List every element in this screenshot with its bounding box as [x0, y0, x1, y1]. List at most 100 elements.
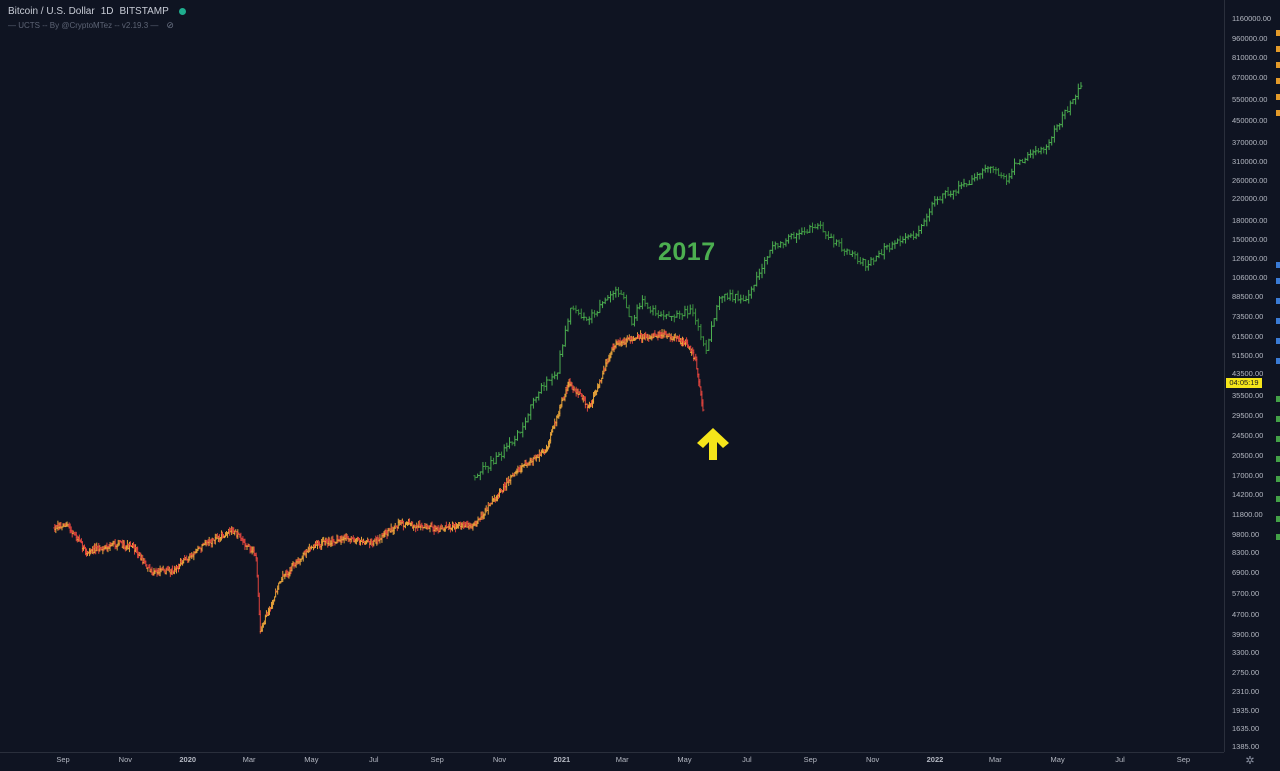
fractal-2017-candle — [1031, 149, 1035, 159]
fractal-2017-candle — [970, 175, 974, 185]
time-tick-label: Sep — [1176, 755, 1191, 764]
fractal-2017-candle — [896, 238, 900, 244]
fractal-2017-candle — [603, 297, 607, 305]
fractal-2017-candle — [585, 316, 589, 322]
fractal-2017-candle — [983, 164, 987, 173]
fractal-2017-candle — [566, 318, 570, 332]
fractal-2017-candle — [640, 295, 644, 310]
fractal-2017-candle — [1055, 124, 1059, 133]
price-tick-label: 810000.00 — [1232, 52, 1268, 62]
fractal-2017-candle — [1005, 174, 1009, 185]
price-axis[interactable] — [1224, 0, 1280, 752]
eye-off-icon[interactable]: ⊘ — [166, 19, 174, 30]
fractal-2017-candle — [707, 338, 711, 351]
fractal-2017-candle — [904, 233, 908, 244]
fractal-2017-candle — [747, 289, 751, 304]
price-tick-label: 150000.00 — [1232, 235, 1268, 245]
price-tick-label: 450000.00 — [1232, 116, 1268, 126]
price-tick-label: 8300.00 — [1232, 548, 1260, 558]
fractal-2017-candle — [1068, 100, 1072, 116]
fractal-2017-candle — [547, 379, 551, 381]
fractal-2017-candle — [476, 473, 480, 478]
fractal-2017-candle — [654, 305, 658, 317]
fractal-2017-candle — [1044, 144, 1048, 155]
fractal-2017-candle — [848, 249, 852, 256]
symbol-header[interactable]: Bitcoin / U.S. Dollar 1D BITSTAMP — [8, 4, 186, 18]
price-tick-label: 550000.00 — [1232, 94, 1268, 104]
fractal-2017-candle — [500, 451, 504, 461]
price-tick-label: 960000.00 — [1232, 34, 1268, 44]
price-tick-label: 2310.00 — [1232, 686, 1260, 696]
fractal-2017-candle — [975, 172, 979, 181]
fractal-2017-candle — [473, 475, 477, 481]
fractal-2017-candle — [829, 233, 833, 239]
price-tick-label: 220000.00 — [1232, 193, 1268, 203]
price-tick-label: 180000.00 — [1232, 215, 1268, 225]
fractal-2017-candle — [593, 310, 597, 318]
fractal-2017-candle — [720, 295, 724, 304]
time-tick-label: Sep — [56, 755, 70, 764]
alert-marker — [1276, 534, 1280, 540]
fractal-2017-candle — [632, 314, 636, 327]
price-tick-label: 43500.00 — [1232, 369, 1264, 379]
symbol-name[interactable]: Bitcoin / U.S. Dollar — [8, 5, 95, 17]
fractal-2017-candle — [967, 180, 971, 186]
alert-marker — [1276, 62, 1280, 68]
fractal-2017-candle — [542, 382, 546, 391]
fractal-2017-candle — [646, 302, 650, 310]
fractal-2017-candle — [619, 290, 623, 295]
fractal-2017-candle — [989, 166, 993, 174]
fractal-2017-candle — [933, 196, 937, 207]
price-tick-label: 3900.00 — [1232, 630, 1260, 640]
fractal-2017-candle — [505, 442, 509, 452]
fractal-2017-candle — [893, 240, 897, 249]
fractal-2017-candle — [651, 305, 655, 316]
fractal-2017-candle — [776, 243, 780, 249]
indicator-label[interactable]: — UCTS -- By @CryptoMTez -- v2.19.3 — — [8, 20, 159, 30]
interval-label[interactable]: 1D — [100, 5, 114, 17]
fractal-2017-candle — [973, 173, 977, 182]
fractal-2017-candle — [601, 301, 605, 309]
alert-marker — [1276, 436, 1280, 442]
fractal-2017-candle — [837, 239, 841, 247]
fractal-2017-candle — [1042, 146, 1046, 154]
fractal-2017-candle — [739, 294, 743, 304]
fractal-2017-candle — [938, 196, 942, 201]
price-tick-label: 88500.00 — [1232, 292, 1264, 302]
time-axis[interactable] — [0, 752, 1224, 771]
fractal-2017-candle — [800, 227, 804, 235]
fractal-2017-candle — [821, 222, 825, 233]
fractal-2017-candle — [712, 318, 716, 327]
fractal-2017-candle — [574, 305, 578, 314]
time-tick-label: Nov — [865, 755, 880, 764]
fractal-2017-candle — [962, 178, 966, 188]
fractal-2017-candle — [787, 234, 791, 244]
fractal-2017-candle — [587, 316, 591, 325]
fractal-2017-candle — [999, 172, 1003, 179]
fractal-2017-candle — [704, 339, 708, 355]
fractal-2017-candle — [850, 250, 854, 257]
fractal-2017-candle — [688, 304, 692, 315]
fractal-2017-candle — [866, 260, 870, 271]
price-tick-label: 61500.00 — [1232, 331, 1264, 341]
fractal-2017-candle — [675, 310, 679, 318]
fractal-2017-candle — [702, 336, 706, 347]
fractal-2017-candle — [510, 441, 514, 446]
settings-gear-icon[interactable]: ✲ — [1245, 755, 1255, 767]
fractal-2017-candle — [710, 321, 714, 343]
fractal-2017-candle — [1026, 152, 1030, 161]
fractal-2017-candle — [858, 256, 862, 265]
fractal-2017-candle — [664, 314, 668, 320]
indicator-legend[interactable]: — UCTS -- By @CryptoMTez -- v2.19.3 — ⊘ — [8, 19, 174, 31]
fractal-2017-candle — [521, 422, 525, 438]
price-tick-label: 370000.00 — [1232, 137, 1268, 147]
fractal-2017-candle — [728, 289, 732, 301]
fractal-2017-candle — [1063, 109, 1067, 120]
time-tick-label: 2022 — [926, 755, 944, 764]
fractal-2017-candle — [670, 315, 674, 321]
live-dot-icon — [178, 7, 186, 15]
price-tick-label: 29500.00 — [1232, 411, 1264, 421]
fractal-2017-candle — [752, 284, 756, 292]
price-chart[interactable] — [0, 0, 1224, 752]
fractal-2017-candle — [558, 350, 562, 374]
